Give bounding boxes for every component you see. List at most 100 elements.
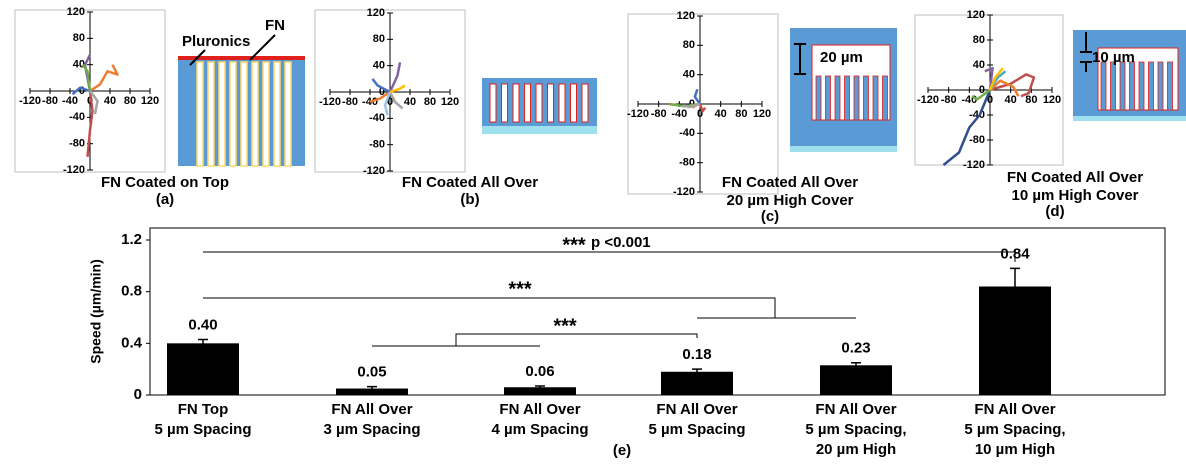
x-tick-label: FN Top [178, 401, 229, 418]
y-tick-label: -80 [969, 134, 985, 146]
x-tick-label: -80 [651, 108, 667, 120]
y-tick-label: -80 [369, 139, 385, 151]
error-bar [1010, 267, 1020, 305]
x-tick-label: FN All Over [331, 401, 412, 418]
pillar-gap [815, 75, 822, 121]
value-label: 0.06 [525, 363, 554, 380]
pillar-gap [1157, 61, 1164, 111]
pillar-gap [229, 61, 237, 167]
pillar-gap [853, 75, 860, 121]
pillar-gap [1110, 61, 1116, 111]
pillar-gap [1167, 61, 1173, 111]
pillar-gap [512, 83, 520, 123]
x-tick-label: 80 [735, 108, 747, 120]
x-tick-label: 40 [715, 108, 727, 120]
pillar-gap [535, 83, 543, 123]
significance-bracket [203, 297, 856, 319]
error-bar [692, 368, 702, 375]
x-tick-label: 80 [124, 95, 136, 107]
x-tick-label: -40 [961, 94, 977, 106]
base [482, 126, 597, 134]
arrow [189, 49, 206, 66]
x-tick-label: FN All Over [974, 401, 1055, 418]
y-tick-label: -120 [63, 164, 85, 176]
pillar-gap [1138, 61, 1145, 111]
pillar-gap [581, 83, 589, 123]
x-tick-label: 5 µm Spacing, [805, 421, 906, 438]
pillar-gap [240, 61, 248, 167]
pillar-gap [196, 61, 204, 167]
track [698, 103, 707, 113]
annotation: p <0.001 [591, 234, 651, 251]
y-tick-label: 1.2 [121, 231, 142, 248]
x-tick-label: -40 [362, 96, 378, 108]
track [371, 78, 391, 94]
pillar-gap [207, 61, 215, 167]
track [693, 88, 702, 105]
y-tick-label: -40 [69, 111, 85, 123]
y-tick-label: 80 [73, 32, 85, 44]
x-tick-label: 4 µm Spacing [491, 421, 588, 438]
y-tick-label: -120 [963, 159, 985, 171]
x-tick-label: 5 µm Spacing [154, 421, 251, 438]
x-tick-label: 40 [104, 95, 116, 107]
plot-frame [627, 13, 779, 195]
pillar-gap [218, 61, 226, 167]
y-tick-label: 80 [373, 33, 385, 45]
x-tick-label: -80 [941, 94, 957, 106]
x-tick-label: -120 [319, 96, 341, 108]
y-tick-label: -40 [679, 127, 695, 139]
x-tick-label: FN All Over [656, 401, 737, 418]
y-tick-label: 40 [373, 60, 385, 72]
pillar-gap [501, 83, 508, 123]
x-tick-label: 80 [424, 96, 436, 108]
value-label: 0.40 [188, 316, 217, 333]
annotation: *** [508, 278, 532, 300]
y-tick-label: -120 [673, 186, 695, 198]
caption: 10 µm High Cover [1011, 187, 1138, 204]
error-bar [367, 385, 377, 391]
y-tick-label: 120 [967, 9, 985, 21]
x-tick-label: 5 µm Spacing [648, 421, 745, 438]
x-tick-label: 40 [1005, 94, 1017, 106]
x-tick-label: -40 [62, 95, 78, 107]
x-tick-label: FN All Over [815, 401, 896, 418]
value-label: 0.23 [841, 340, 870, 357]
error-bar [535, 385, 545, 389]
caption: FN Coated All Over [722, 174, 858, 191]
caption: FN Coated All Over [402, 174, 538, 191]
track [681, 102, 701, 109]
pillar-gap [1129, 61, 1135, 111]
track [89, 64, 119, 93]
track [388, 91, 404, 110]
pillar-gap [489, 83, 497, 123]
y-tick-label: -40 [369, 112, 385, 124]
value-label: 0.18 [682, 346, 711, 363]
panel-label: (b) [460, 191, 479, 208]
base [1073, 116, 1186, 121]
annotation: FN [265, 17, 285, 34]
pillar-gap [844, 75, 850, 121]
pillar-gap [1100, 61, 1107, 111]
track [81, 63, 92, 92]
track [86, 90, 94, 157]
y-tick-label: 120 [67, 6, 85, 18]
bar [336, 388, 408, 395]
pillar-gap [863, 75, 869, 121]
y-tick-label: 0.4 [121, 334, 143, 351]
x-tick-label: -120 [627, 108, 649, 120]
y-tick-label: 0 [379, 86, 385, 98]
track [984, 66, 994, 91]
y-tick-label: 80 [683, 39, 695, 51]
pillar-gap [524, 83, 531, 123]
track [942, 89, 992, 166]
base [790, 146, 897, 152]
track [89, 90, 99, 115]
pillar-gap [547, 83, 554, 123]
pillar-gap [1148, 61, 1154, 111]
track [369, 90, 391, 104]
x-tick-label: 120 [1043, 94, 1061, 106]
pillar-gap [262, 61, 270, 167]
annotation: 20 µm [820, 49, 863, 66]
